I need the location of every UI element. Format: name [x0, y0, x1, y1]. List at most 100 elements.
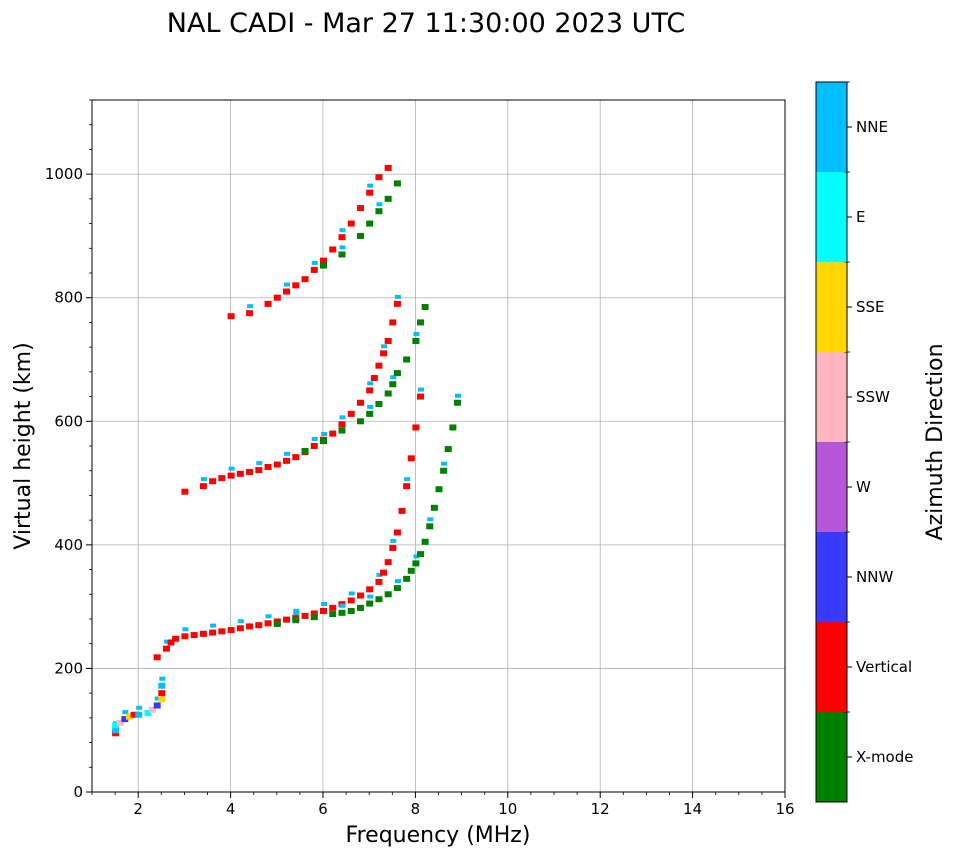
- echo-point: [292, 617, 300, 624]
- echo-point: [430, 504, 438, 511]
- echo-point: [218, 628, 226, 635]
- echo-point: [163, 639, 170, 644]
- echo-point: [227, 627, 235, 634]
- echo-point: [121, 716, 129, 723]
- echo-point: [310, 614, 318, 621]
- echo-point: [389, 544, 397, 551]
- echo-point: [301, 612, 309, 619]
- echo-point: [375, 174, 383, 181]
- echo-point: [356, 592, 364, 599]
- echo-point: [320, 257, 327, 264]
- echo-point: [376, 202, 383, 207]
- colorbar-tick-label: Vertical: [856, 658, 912, 676]
- echo-point: [301, 447, 309, 454]
- echo-point: [394, 294, 401, 299]
- echo-point: [264, 620, 272, 627]
- echo-point: [199, 483, 207, 490]
- echo-point: [370, 375, 378, 382]
- echo-point: [283, 457, 291, 464]
- echo-point: [339, 415, 346, 420]
- echo-point: [356, 418, 364, 425]
- colorbar-segment: [816, 442, 847, 532]
- echo-point: [310, 610, 318, 617]
- echo-point: [329, 611, 337, 618]
- colorbar-tick-label: NNW: [856, 568, 893, 586]
- echo-point: [256, 461, 263, 466]
- echo-point: [338, 427, 346, 434]
- echo-point: [236, 625, 244, 632]
- echo-point: [228, 466, 235, 471]
- echo-point: [454, 393, 461, 398]
- echo-point: [122, 710, 129, 715]
- echo-point: [347, 597, 355, 604]
- echo-point: [264, 300, 272, 307]
- echo-point: [246, 310, 254, 317]
- echo-point: [435, 486, 443, 493]
- echo-point: [393, 300, 401, 307]
- y-tick-label: 400: [54, 536, 83, 554]
- echo-point: [426, 523, 434, 530]
- echo-point: [393, 180, 401, 187]
- y-tick-label: 200: [54, 659, 83, 677]
- echo-point: [367, 404, 374, 409]
- colorbar-segment: [816, 532, 847, 622]
- echo-point: [190, 632, 198, 639]
- x-tick-label: 2: [133, 800, 143, 818]
- echo-point: [367, 183, 374, 188]
- echo-point: [320, 262, 327, 269]
- echo-point: [356, 604, 364, 611]
- echo-point: [310, 443, 318, 449]
- echo-point: [403, 356, 411, 363]
- echo-point: [403, 483, 411, 490]
- x-tick-label: 4: [226, 800, 236, 818]
- x-tick-label: 8: [411, 800, 421, 818]
- echo-point: [444, 446, 452, 453]
- echo-point: [339, 228, 346, 233]
- x-tick-label: 10: [498, 800, 517, 818]
- echo-point: [199, 630, 207, 637]
- colorbar-segment: [816, 172, 847, 262]
- echo-point: [389, 319, 397, 326]
- x-axis-label: Frequency (MHz): [346, 823, 531, 848]
- echo-point: [375, 400, 383, 407]
- colorbar-segment: [816, 82, 847, 172]
- echo-point: [338, 234, 346, 241]
- echo-point: [441, 461, 448, 466]
- echo-point: [398, 507, 406, 514]
- x-tick-label: 14: [683, 800, 702, 818]
- echo-point: [338, 421, 346, 428]
- echo-point: [421, 303, 429, 310]
- echo-point: [116, 719, 124, 726]
- echo-point: [384, 390, 392, 397]
- echo-point: [356, 205, 364, 212]
- echo-point: [292, 454, 300, 461]
- echo-point: [417, 319, 425, 326]
- echo-point: [167, 639, 175, 646]
- echo-point: [366, 600, 374, 607]
- echo-point: [366, 220, 374, 227]
- echo-point: [181, 633, 189, 640]
- echo-point: [329, 604, 337, 611]
- echo-point: [329, 246, 337, 253]
- colorbar: X-mode Vertical NNW W SSW SSE E NNE: [815, 81, 913, 803]
- echo-point: [375, 208, 383, 215]
- y-tick-label: 600: [54, 412, 83, 430]
- echo-point: [273, 294, 281, 301]
- echo-point: [389, 381, 397, 388]
- echo-point: [347, 607, 355, 614]
- plot-frame: [91, 99, 786, 793]
- echo-point: [135, 711, 143, 718]
- echo-point: [227, 472, 235, 479]
- echo-point: [418, 387, 425, 392]
- echo-point: [273, 620, 281, 627]
- echo-point: [384, 164, 392, 171]
- echo-point: [112, 727, 120, 734]
- echo-point: [404, 477, 411, 482]
- echo-point: [381, 344, 388, 349]
- echo-point: [209, 478, 217, 485]
- echo-point: [347, 410, 355, 417]
- echo-point: [366, 410, 374, 417]
- echo-point: [200, 477, 207, 482]
- echo-point: [412, 560, 420, 567]
- echo-point: [375, 362, 383, 369]
